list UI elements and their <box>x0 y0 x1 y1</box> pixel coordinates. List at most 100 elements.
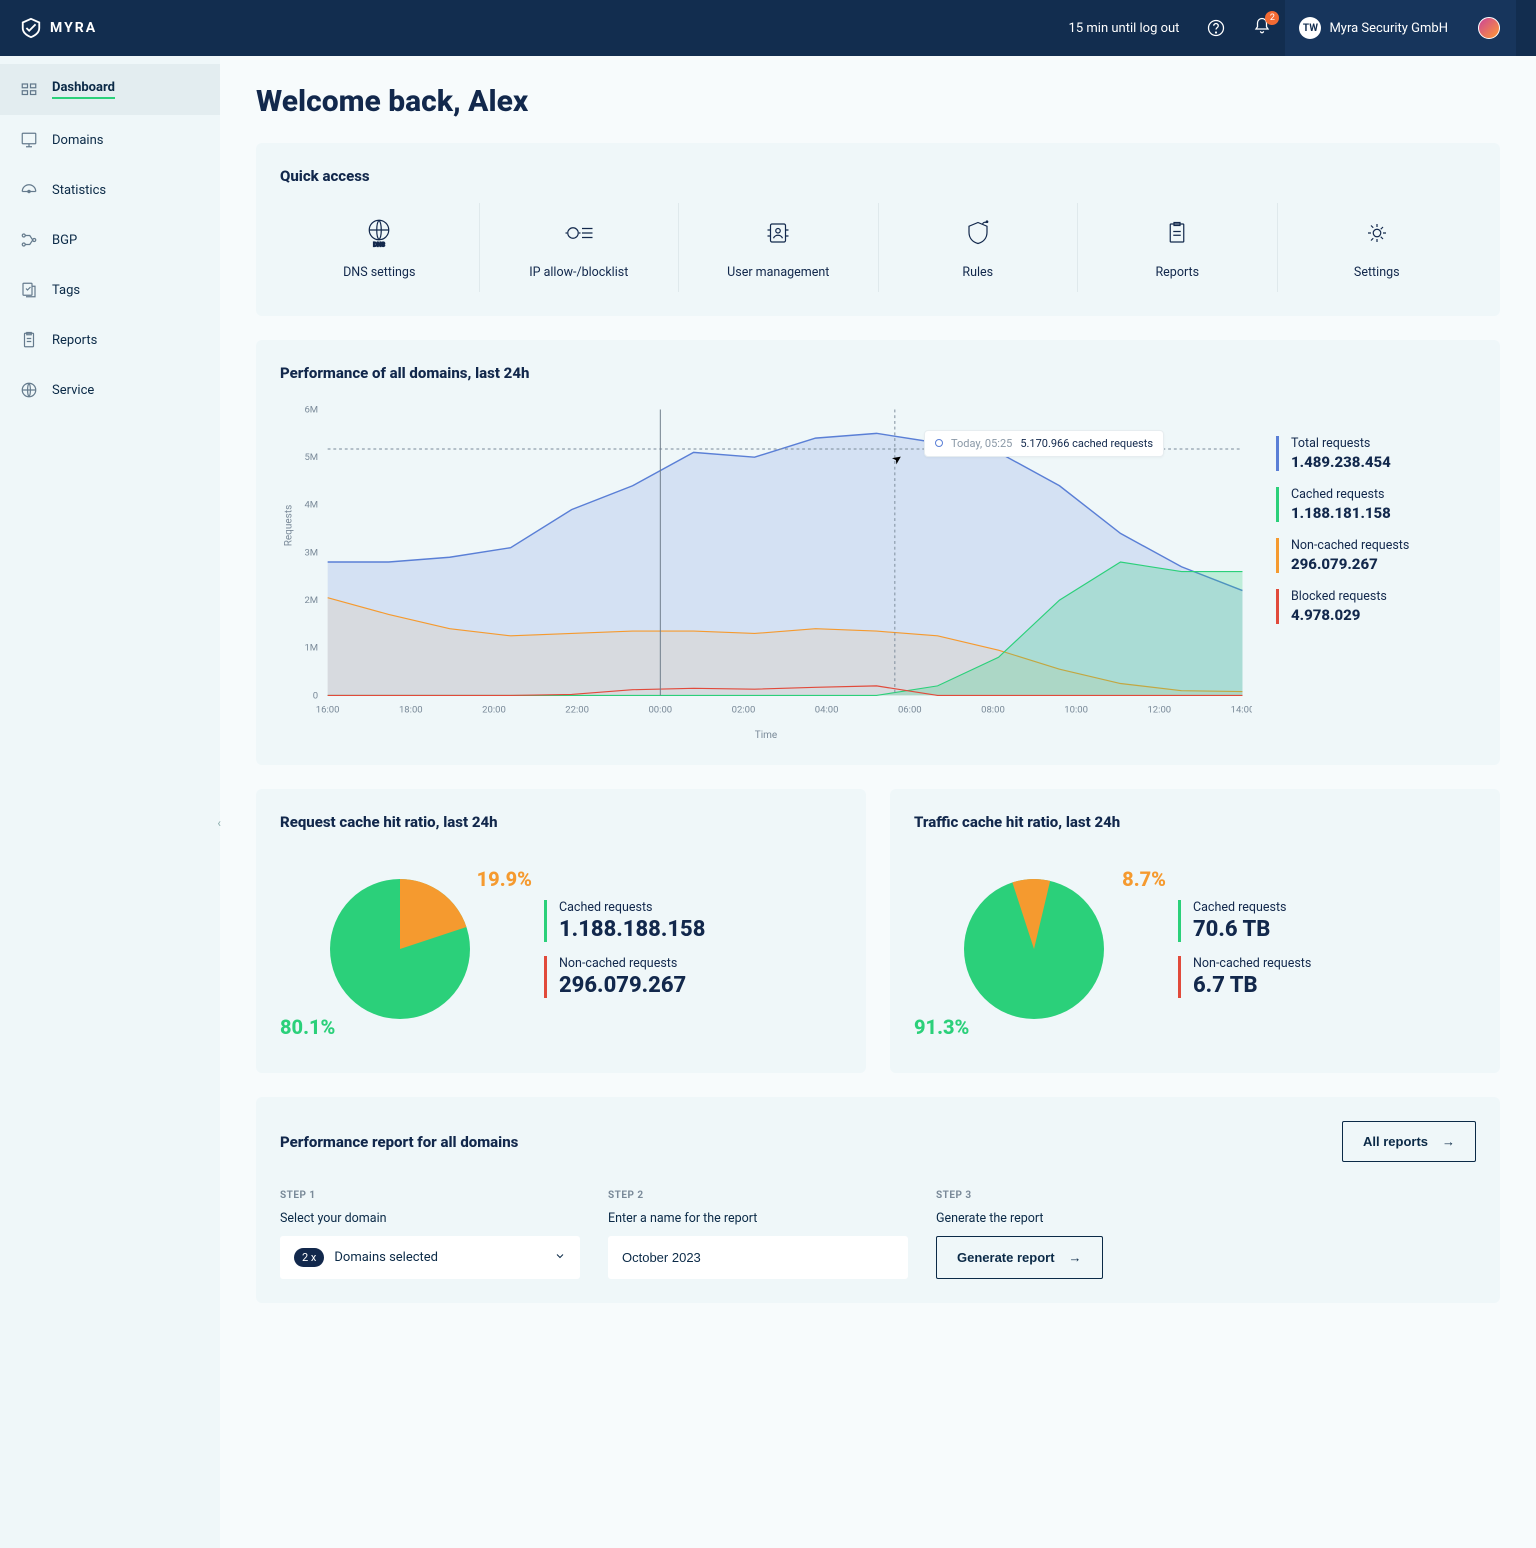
sidebar-item-label: Reports <box>52 333 97 348</box>
quick-label: Reports <box>1155 265 1199 280</box>
sidebar-item-reports[interactable]: Reports <box>0 315 220 365</box>
traffic-ratio-title: Traffic cache hit ratio, last 24h <box>914 813 1476 831</box>
sidebar-item-tags[interactable]: Tags <box>0 265 220 315</box>
pie-pct-green: 91.3% <box>914 1015 969 1039</box>
domain-count-badge: 2 x <box>294 1248 324 1267</box>
request-ratio-title: Request cache hit ratio, last 24h <box>280 813 842 831</box>
svg-text:14:00: 14:00 <box>1231 705 1252 716</box>
quick-icon <box>1159 215 1195 251</box>
performance-panel: Performance of all domains, last 24h Req… <box>256 340 1500 765</box>
nav-icon <box>20 281 38 299</box>
performance-chart[interactable]: Requests 01M2M3M4M5M6M16:0018:0020:0022:… <box>280 400 1252 741</box>
svg-text:1M: 1M <box>304 643 318 654</box>
svg-text:6M: 6M <box>304 404 318 415</box>
req-cached-label: Cached requests <box>559 900 705 915</box>
org-switcher[interactable]: TW Myra Security GmbH <box>1285 0 1462 56</box>
legend-value: 1.188.181.158 <box>1291 504 1476 522</box>
quick-card-user-management[interactable]: User management <box>679 203 879 292</box>
nav-icon <box>20 81 38 99</box>
tooltip-time: Today, 05:25 <box>951 437 1012 450</box>
quick-card-rules[interactable]: Rules <box>879 203 1079 292</box>
sidebar-item-service[interactable]: Service <box>0 365 220 415</box>
sidebar-item-label: BGP <box>52 233 77 248</box>
legend-item: Cached requests 1.188.181.158 <box>1276 487 1476 522</box>
svg-text:12:00: 12:00 <box>1147 705 1171 716</box>
svg-text:04:00: 04:00 <box>815 705 839 716</box>
req-cached-value: 1.188.188.158 <box>559 917 705 942</box>
legend-label: Blocked requests <box>1291 589 1476 604</box>
svg-text:10:00: 10:00 <box>1064 705 1088 716</box>
legend-value: 1.489.238.454 <box>1291 453 1476 471</box>
all-reports-button[interactable]: All reports → <box>1342 1121 1476 1162</box>
sidebar-item-label: Domains <box>52 133 103 148</box>
svg-text:5M: 5M <box>304 452 318 463</box>
step1-num: STEP 1 <box>280 1190 580 1201</box>
svg-text:20:00: 20:00 <box>482 705 506 716</box>
traf-cached-label: Cached requests <box>1193 900 1311 915</box>
quick-label: Rules <box>962 265 993 280</box>
nav-icon <box>20 131 38 149</box>
pie-pct-green: 80.1% <box>280 1015 335 1039</box>
traf-noncached-label: Non-cached requests <box>1193 956 1311 971</box>
nav-icon <box>20 231 38 249</box>
domain-select[interactable]: 2 x Domains selected <box>280 1236 580 1279</box>
svg-text:22:00: 22:00 <box>565 705 589 716</box>
sidebar-item-label: Service <box>52 383 94 398</box>
report-name-input[interactable] <box>608 1236 908 1279</box>
legend-label: Total requests <box>1291 436 1476 451</box>
org-initials: TW <box>1299 17 1321 39</box>
sidebar-item-bgp[interactable]: BGP <box>0 215 220 265</box>
sidebar-item-dashboard[interactable]: Dashboard <box>0 64 220 115</box>
domain-selected-text: Domains selected <box>334 1250 438 1265</box>
notifications-button[interactable]: 2 <box>1239 0 1285 56</box>
generate-report-button[interactable]: Generate report → <box>936 1236 1103 1279</box>
quick-icon: DNS <box>361 215 397 251</box>
traffic-ratio-pie: 8.7%91.3% <box>914 849 1154 1049</box>
legend-item: Total requests 1.489.238.454 <box>1276 436 1476 471</box>
svg-text:08:00: 08:00 <box>981 705 1005 716</box>
svg-text:16:00: 16:00 <box>316 705 340 716</box>
step2-num: STEP 2 <box>608 1190 908 1201</box>
sidebar: Dashboard Domains Statistics BGP Tags Reports… <box>0 56 220 1548</box>
legend-label: Non-cached requests <box>1291 538 1476 553</box>
sidebar-item-label: Tags <box>52 283 80 298</box>
chevron-down-icon <box>554 1250 566 1266</box>
performance-report-panel: Performance report for all domains All r… <box>256 1097 1500 1303</box>
sidebar-item-label: Statistics <box>52 183 106 198</box>
help-button[interactable] <box>1193 0 1239 56</box>
quick-card-dns-settings[interactable]: DNS DNS settings <box>280 203 480 292</box>
top-bar: MYRA 15 min until log out 2 TW Myra Secu… <box>0 0 1536 56</box>
notification-badge: 2 <box>1265 11 1279 25</box>
step3-label: Generate the report <box>936 1211 1156 1226</box>
traf-noncached-value: 6.7 TB <box>1193 973 1311 998</box>
req-noncached-label: Non-cached requests <box>559 956 705 971</box>
main-content: Welcome back, Alex Quick access DNSDNS s… <box>220 56 1536 1548</box>
report-panel-title: Performance report for all domains <box>280 1133 518 1151</box>
sidebar-collapse[interactable]: ‹ <box>217 816 221 830</box>
user-menu[interactable] <box>1462 0 1516 56</box>
quick-label: DNS settings <box>343 265 415 280</box>
help-icon <box>1207 19 1225 37</box>
step2-label: Enter a name for the report <box>608 1211 908 1226</box>
svg-text:18:00: 18:00 <box>399 705 423 716</box>
quick-card-ip-allow-blocklist[interactable]: IP allow-/blocklist <box>480 203 680 292</box>
quick-access-panel: Quick access DNSDNS settingsIP allow-/bl… <box>256 143 1500 316</box>
quick-icon <box>1359 215 1395 251</box>
nav-icon <box>20 331 38 349</box>
all-reports-label: All reports <box>1363 1134 1428 1149</box>
quick-card-settings[interactable]: Settings <box>1278 203 1477 292</box>
sidebar-item-domains[interactable]: Domains <box>0 115 220 165</box>
svg-text:0: 0 <box>313 690 318 701</box>
performance-legend: Total requests 1.489.238.454 Cached reques… <box>1276 400 1476 741</box>
quick-label: IP allow-/blocklist <box>529 265 628 280</box>
arrow-right-icon: → <box>1069 1250 1082 1265</box>
sidebar-item-statistics[interactable]: Statistics <box>0 165 220 215</box>
legend-item: Blocked requests 4.978.029 <box>1276 589 1476 624</box>
x-axis-label: Time <box>280 730 1252 741</box>
avatar <box>1478 17 1500 39</box>
traffic-ratio-panel: Traffic cache hit ratio, last 24h 8.7%91… <box>890 789 1500 1073</box>
org-name: Myra Security GmbH <box>1329 21 1448 36</box>
legend-label: Cached requests <box>1291 487 1476 502</box>
legend-value: 4.978.029 <box>1291 606 1476 624</box>
quick-card-reports[interactable]: Reports <box>1078 203 1278 292</box>
